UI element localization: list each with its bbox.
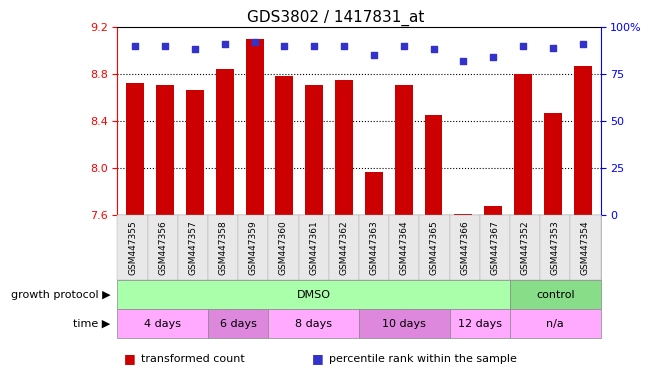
Bar (454, 214, 472, 215)
Text: growth protocol ▶: growth protocol ▶ (11, 290, 111, 300)
Bar (544, 113, 562, 215)
Point (249, 39, 260, 45)
Point (548, 45, 558, 51)
Bar (216, 69, 234, 215)
Text: GSM447358: GSM447358 (219, 220, 227, 275)
Text: 6 days: 6 days (220, 318, 256, 329)
Point (517, 43, 528, 49)
Text: transformed count: transformed count (141, 354, 245, 364)
Text: GSM447354: GSM447354 (581, 220, 590, 275)
Text: ■: ■ (124, 353, 136, 366)
Text: GSM447365: GSM447365 (430, 220, 439, 275)
Text: percentile rank within the sample: percentile rank within the sample (329, 354, 517, 364)
Text: time ▶: time ▶ (73, 318, 111, 329)
Point (577, 41, 588, 47)
Point (339, 43, 350, 49)
Text: GSM447359: GSM447359 (249, 220, 258, 275)
Point (368, 52, 379, 58)
Text: ■: ■ (312, 353, 324, 366)
Text: GSM447364: GSM447364 (400, 220, 409, 275)
Point (488, 54, 499, 60)
Text: GSM447360: GSM447360 (279, 220, 288, 275)
Text: GSM447362: GSM447362 (340, 220, 348, 275)
Text: GSM447357: GSM447357 (189, 220, 197, 275)
Text: n/a: n/a (546, 318, 564, 329)
Bar (365, 172, 383, 215)
Point (219, 41, 230, 47)
Point (428, 46, 439, 53)
Text: GSM447355: GSM447355 (128, 220, 137, 275)
Bar (305, 84, 323, 215)
Bar (514, 74, 532, 215)
Text: 10 days: 10 days (382, 318, 426, 329)
Point (279, 43, 290, 49)
Text: GSM447353: GSM447353 (551, 220, 560, 275)
Point (130, 43, 141, 49)
Bar (126, 83, 144, 215)
Bar (335, 80, 353, 215)
Text: GSM447363: GSM447363 (370, 220, 378, 275)
Point (458, 58, 469, 64)
Text: GSM447356: GSM447356 (158, 220, 167, 275)
Text: control: control (536, 290, 574, 300)
Bar (484, 205, 502, 215)
Text: GSM447367: GSM447367 (491, 220, 499, 275)
Text: 4 days: 4 days (144, 318, 181, 329)
Text: GDS3802 / 1417831_at: GDS3802 / 1417831_at (247, 10, 424, 26)
Text: GSM447352: GSM447352 (521, 220, 529, 275)
Point (190, 46, 201, 53)
Bar (156, 84, 174, 215)
Text: GSM447361: GSM447361 (309, 220, 318, 275)
Text: GSM447366: GSM447366 (460, 220, 469, 275)
Point (399, 43, 409, 49)
Bar (574, 66, 592, 215)
Bar (246, 39, 264, 215)
Bar (425, 115, 442, 215)
Bar (276, 76, 293, 215)
Bar (186, 90, 204, 215)
Text: 8 days: 8 days (295, 318, 332, 329)
Text: DMSO: DMSO (297, 290, 331, 300)
Text: 12 days: 12 days (458, 318, 502, 329)
Bar (395, 84, 413, 215)
Point (309, 43, 319, 49)
Point (160, 43, 170, 49)
